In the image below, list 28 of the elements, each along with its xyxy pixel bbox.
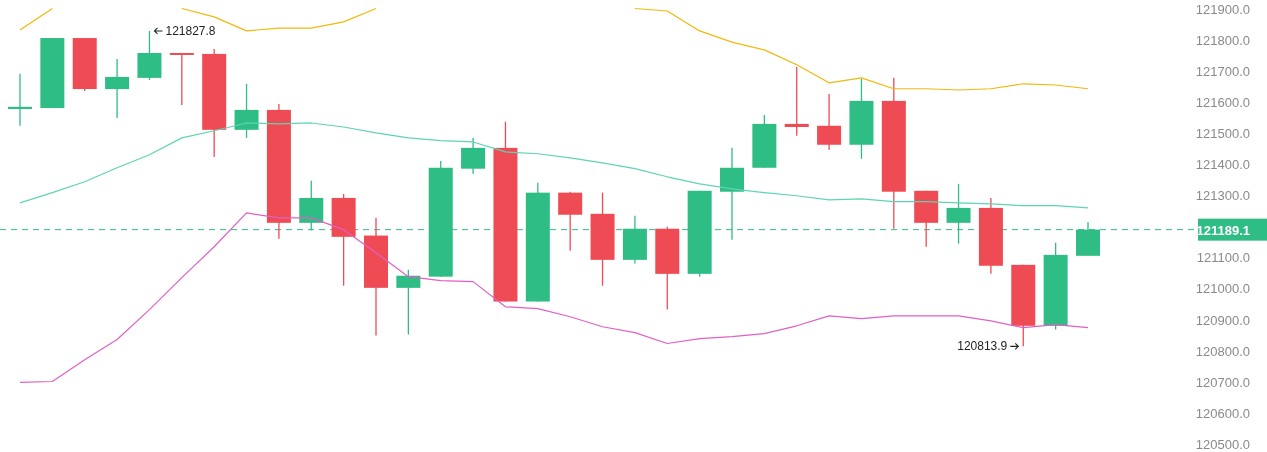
y-tick-label: 121500.0 — [1195, 125, 1250, 141]
y-tick-label: 121900.0 — [1195, 1, 1250, 17]
candlestick — [105, 58, 130, 119]
line-series — [19, 212, 1089, 384]
y-tick-label: 121100.0 — [1196, 250, 1250, 266]
candlestick — [234, 83, 259, 139]
y-tick-label: 121700.0 — [1195, 63, 1250, 79]
candlestick — [8, 73, 32, 127]
y-tick-label: 120900.0 — [1195, 312, 1250, 328]
candlestick — [169, 52, 194, 106]
y-tick-label: 120600.0 — [1195, 405, 1250, 421]
y-tick-label: 120700.0 — [1195, 374, 1250, 390]
candlestick — [461, 137, 486, 175]
y-tick-label: 120800.0 — [1195, 343, 1250, 359]
candlestick — [784, 66, 809, 137]
ref-line-label: 121189.1 — [1196, 222, 1250, 238]
y-tick-label: 121000.0 — [1195, 281, 1250, 297]
candlestick — [558, 191, 583, 252]
y-tick-label: 120500.0 — [1195, 437, 1250, 452]
annotation: 120813.9 — [957, 339, 1008, 354]
candlestick — [817, 93, 842, 151]
y-tick-label: 121300.0 — [1195, 188, 1250, 204]
y-tick-label: 121400.0 — [1195, 157, 1250, 173]
annotation: 121827.8 — [165, 23, 216, 38]
y-tick-label: 121600.0 — [1195, 94, 1250, 110]
y-tick-label: 121800.0 — [1195, 32, 1250, 48]
candlestick — [396, 269, 421, 336]
line-series — [19, 122, 1089, 209]
